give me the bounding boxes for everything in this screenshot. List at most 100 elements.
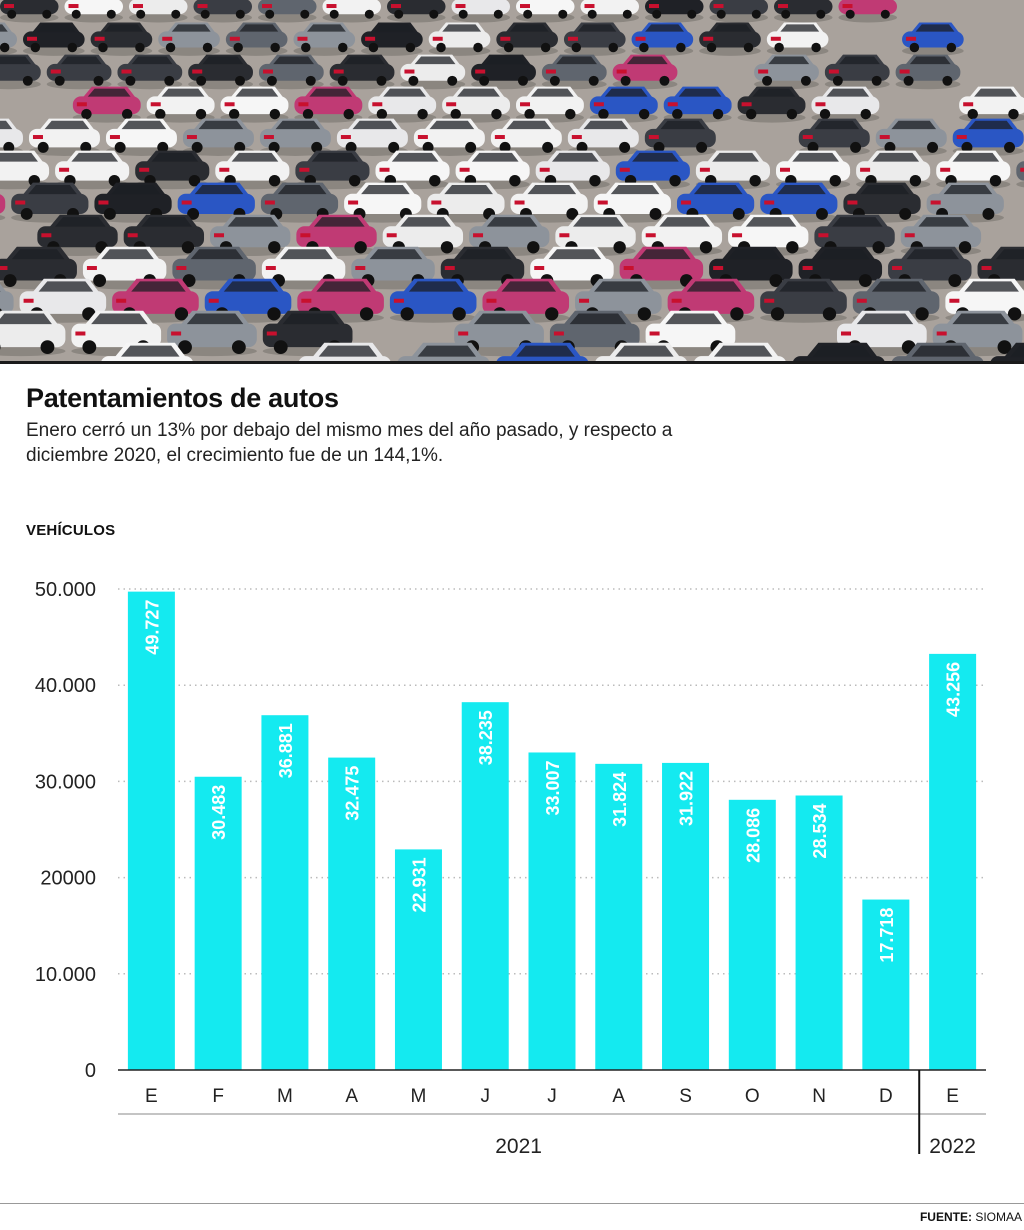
bar-value-label: 38.235 bbox=[476, 710, 496, 765]
bar-value-label: 30.483 bbox=[209, 785, 229, 840]
bar bbox=[662, 762, 710, 1070]
car-shape bbox=[760, 278, 847, 323]
x-tick-label: J bbox=[547, 1086, 557, 1107]
car-shape bbox=[428, 22, 491, 56]
car-shape bbox=[792, 342, 885, 362]
car-shape bbox=[0, 310, 66, 357]
photo-divider bbox=[0, 361, 1024, 364]
y-tick-label: 0 bbox=[85, 1060, 96, 1082]
car-shape bbox=[754, 54, 819, 90]
bar bbox=[862, 899, 910, 1070]
car-shape bbox=[46, 54, 112, 90]
bar bbox=[127, 591, 175, 1070]
car-shape bbox=[798, 118, 870, 156]
car-shape bbox=[400, 54, 466, 90]
car-shape bbox=[516, 86, 584, 123]
y-axis-label: VEHÍCULOS bbox=[26, 522, 116, 539]
x-tick-label: M bbox=[411, 1086, 427, 1107]
bar-value-label: 28.534 bbox=[810, 804, 830, 859]
car-shape bbox=[94, 182, 172, 223]
car-shape bbox=[258, 54, 324, 90]
car-shape bbox=[455, 150, 530, 190]
car-shape bbox=[631, 22, 694, 56]
car-shape bbox=[298, 342, 391, 362]
bar bbox=[461, 702, 509, 1070]
bar bbox=[595, 763, 643, 1070]
bar bbox=[528, 752, 576, 1070]
car-shape bbox=[595, 342, 688, 362]
y-tick-label: 30.000 bbox=[35, 771, 96, 793]
car-shape bbox=[336, 118, 408, 156]
car-shape bbox=[397, 342, 490, 362]
car-shape bbox=[225, 22, 288, 56]
car-shape bbox=[19, 278, 107, 323]
car-shape bbox=[322, 0, 381, 23]
x-tick-label: S bbox=[679, 1086, 692, 1107]
car-shape bbox=[709, 0, 768, 23]
car-shape bbox=[297, 278, 384, 323]
bar-value-label: 49.727 bbox=[142, 600, 162, 655]
x-tick-label: A bbox=[345, 1086, 358, 1107]
car-shape bbox=[0, 0, 59, 23]
car-shape bbox=[72, 86, 141, 123]
y-tick-label: 20000 bbox=[40, 868, 96, 890]
car-shape bbox=[516, 0, 575, 23]
car-shape bbox=[667, 278, 755, 323]
y-tick-label: 40.000 bbox=[35, 675, 96, 697]
bar bbox=[328, 757, 376, 1070]
car-shape bbox=[776, 150, 851, 190]
bar bbox=[929, 653, 977, 1070]
car-shape bbox=[663, 86, 732, 123]
car-shape bbox=[158, 22, 220, 56]
car-shape bbox=[535, 150, 610, 190]
car-shape bbox=[1016, 161, 1024, 188]
car-shape bbox=[413, 118, 485, 156]
car-shape bbox=[204, 278, 292, 323]
car-shape bbox=[100, 342, 194, 362]
car-shape bbox=[0, 22, 17, 56]
x-tick-label: M bbox=[277, 1086, 293, 1107]
bar-value-label: 36.881 bbox=[276, 723, 296, 778]
bar bbox=[194, 776, 242, 1070]
source-value: SIOMAA bbox=[975, 1210, 1022, 1224]
car-shape bbox=[589, 86, 658, 123]
car-shape bbox=[177, 182, 255, 223]
car-shape bbox=[0, 194, 6, 221]
source-label: FUENTE: bbox=[919, 1210, 972, 1224]
year-label: 2022 bbox=[929, 1135, 976, 1158]
car-shape bbox=[766, 22, 829, 56]
bar-value-label: 31.824 bbox=[610, 772, 630, 827]
car-shape bbox=[368, 86, 437, 123]
bar-value-label: 31.922 bbox=[677, 771, 697, 826]
car-shape bbox=[619, 246, 704, 290]
car-shape bbox=[167, 310, 257, 357]
car-shape bbox=[389, 278, 477, 323]
car-shape bbox=[0, 246, 77, 290]
car-shape bbox=[932, 310, 1023, 357]
car-shape bbox=[129, 0, 188, 23]
car-shape bbox=[193, 0, 252, 23]
bar bbox=[795, 795, 843, 1070]
bar-value-label: 43.256 bbox=[944, 662, 964, 717]
bar bbox=[394, 849, 442, 1070]
year-label: 2021 bbox=[495, 1135, 542, 1158]
car-shape bbox=[699, 22, 761, 56]
x-tick-label: E bbox=[946, 1086, 959, 1107]
car-shape bbox=[23, 22, 85, 56]
page-subtitle: Enero cerró un 13% por debajo del mismo … bbox=[26, 420, 673, 466]
car-shape bbox=[838, 0, 897, 23]
car-shape bbox=[496, 22, 558, 56]
y-tick-label: 10.000 bbox=[35, 964, 96, 986]
car-shape bbox=[693, 342, 787, 362]
x-tick-label: D bbox=[879, 1086, 893, 1107]
car-shape bbox=[856, 150, 931, 190]
y-tick-label: 50.000 bbox=[35, 579, 96, 601]
x-tick-label: N bbox=[812, 1086, 826, 1107]
bar-chart: 0 10.000 20000 30.000 40.000 50.000 49.727 E 30.… bbox=[35, 579, 986, 1158]
car-shape bbox=[902, 22, 964, 56]
car-shape bbox=[612, 54, 678, 90]
bar-value-label: 22.931 bbox=[409, 857, 429, 912]
bar-value-label: 17.718 bbox=[877, 908, 897, 963]
car-shape bbox=[117, 54, 183, 90]
car-shape bbox=[215, 150, 290, 190]
